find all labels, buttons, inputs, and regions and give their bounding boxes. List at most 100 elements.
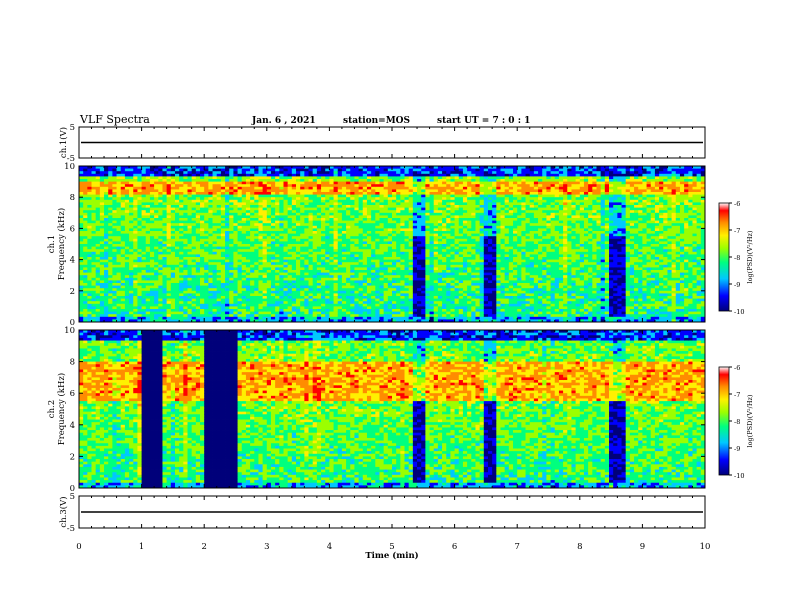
ch1-spec-cell xyxy=(104,309,109,312)
ch1-spec-cell xyxy=(96,210,101,213)
ch1-spec-cell xyxy=(158,314,163,317)
ch1-spec-cell xyxy=(354,200,359,203)
ch1-spec-cell xyxy=(342,265,347,268)
ch1-spec-cell xyxy=(375,169,380,172)
ch1-spec-cell xyxy=(188,221,193,224)
ch1-spec-cell xyxy=(96,288,101,291)
ch1-spec-cell xyxy=(117,275,122,278)
ch1-spec-cell xyxy=(200,278,205,281)
ch1-spec-cell xyxy=(334,293,339,296)
ch1-spec-cell xyxy=(133,174,138,177)
ch1-spec-cell xyxy=(384,270,389,273)
ch1-spec-cell xyxy=(300,286,305,289)
ch1-spec-cell xyxy=(242,239,247,242)
ch1-spec-cell xyxy=(279,195,284,198)
ch1-spec-cell xyxy=(396,280,401,283)
ch1-spec-cell xyxy=(267,231,272,234)
ch1-spec-cell xyxy=(263,236,268,239)
ch1-spec-cell xyxy=(309,288,314,291)
ch1-spec-cell xyxy=(142,234,147,237)
ch1-spec-cell xyxy=(309,210,314,213)
ch1-spec-cell xyxy=(396,299,401,302)
ch1-spec-cell xyxy=(267,234,272,237)
ch1-spec-cell xyxy=(283,260,288,263)
ch1-spec-cell xyxy=(192,187,197,190)
ch1-spec-cell xyxy=(279,314,284,317)
ch1-spec-cell xyxy=(167,184,172,187)
ch1-spec-cell xyxy=(96,213,101,216)
ch1-spec-cell xyxy=(125,234,130,237)
ch1-spec-cell xyxy=(238,176,243,179)
ch1-spec-cell xyxy=(283,283,288,286)
ch1-spec-cell xyxy=(258,218,263,221)
ch1-spec-cell xyxy=(125,283,130,286)
ch1-spec-cell xyxy=(338,257,343,260)
ch1-spec-cell xyxy=(334,309,339,312)
ch1-spec-cell xyxy=(221,309,226,312)
ch1-spec-cell xyxy=(150,267,155,270)
ch1-spec-cell xyxy=(300,275,305,278)
ch1-spec-cell xyxy=(409,270,414,273)
ch1-spec-cell xyxy=(87,244,92,247)
ch1-spec-cell xyxy=(112,215,117,218)
ch1-spec-cell xyxy=(279,317,284,320)
ch1-spec-cell xyxy=(396,291,401,294)
ch1-spec-cell xyxy=(92,174,97,177)
ch1-spec-cell xyxy=(413,299,418,302)
ch1-spec-cell xyxy=(208,218,213,221)
ch1-spec-cell xyxy=(258,205,263,208)
ch1-spec-cell xyxy=(229,296,234,299)
ch1-spec-cell xyxy=(250,236,255,239)
ch1-spec-cell xyxy=(221,210,226,213)
ch1-spec-cell xyxy=(221,218,226,221)
ch1-spec-cell xyxy=(100,189,105,192)
ch1-spec-cell xyxy=(288,174,293,177)
ch1-spec-cell xyxy=(267,273,272,276)
ch1-spec-cell xyxy=(275,283,280,286)
ch1-spec-cell xyxy=(104,312,109,315)
ch1-spec-cell xyxy=(325,200,330,203)
ch1-spec-cell xyxy=(388,174,393,177)
ch1-spec-cell xyxy=(354,247,359,250)
ch1-spec-cell xyxy=(388,270,393,273)
ch1-spec-cell xyxy=(196,208,201,211)
ch1-spec-cell xyxy=(350,231,355,234)
ch1-spec-cell xyxy=(208,223,213,226)
ch1-spec-cell xyxy=(350,293,355,296)
ch1-spec-cell xyxy=(329,267,334,270)
ch1-spec-cell xyxy=(354,182,359,185)
ch1-spec-cell xyxy=(200,205,205,208)
ch1-spec-cell xyxy=(104,296,109,299)
ch1-spec-cell xyxy=(396,176,401,179)
ch1-spec-cell xyxy=(238,304,243,307)
ch1-spec-cell xyxy=(162,252,167,255)
ch1-spec-cell xyxy=(183,189,188,192)
ch1-spec-cell xyxy=(192,252,197,255)
ch1-spec-cell xyxy=(125,286,130,289)
ch1-spec-cell xyxy=(400,189,405,192)
ch1-spec-cell xyxy=(246,278,251,281)
ch1-spec-cell xyxy=(167,208,172,211)
ch1-spec-cell xyxy=(317,296,322,299)
ch1-spec-cell xyxy=(175,231,180,234)
ch1-spec-cell xyxy=(313,244,318,247)
ch1-spec-cell xyxy=(117,283,122,286)
ch1-spec-cell xyxy=(417,215,422,218)
ch1-spec-cell xyxy=(317,231,322,234)
ch1-spec-cell xyxy=(329,262,334,265)
ch1-spec-cell xyxy=(363,296,368,299)
ch1-spec-cell xyxy=(146,195,151,198)
ch1-spec-cell xyxy=(233,309,238,312)
ch1-spec-cell xyxy=(246,252,251,255)
ch1-spec-cell xyxy=(388,182,393,185)
ch1-spec-cell xyxy=(229,226,234,229)
ch1-spec-cell xyxy=(325,174,330,177)
ch1-spec-cell xyxy=(375,301,380,304)
ch1-spec-cell xyxy=(179,283,184,286)
ch1-spec-cell xyxy=(217,179,222,182)
ch1-spec-cell xyxy=(396,234,401,237)
ch1-spec-cell xyxy=(405,189,410,192)
ch1-spec-cell xyxy=(388,184,393,187)
ch1-spec-cell xyxy=(162,283,167,286)
